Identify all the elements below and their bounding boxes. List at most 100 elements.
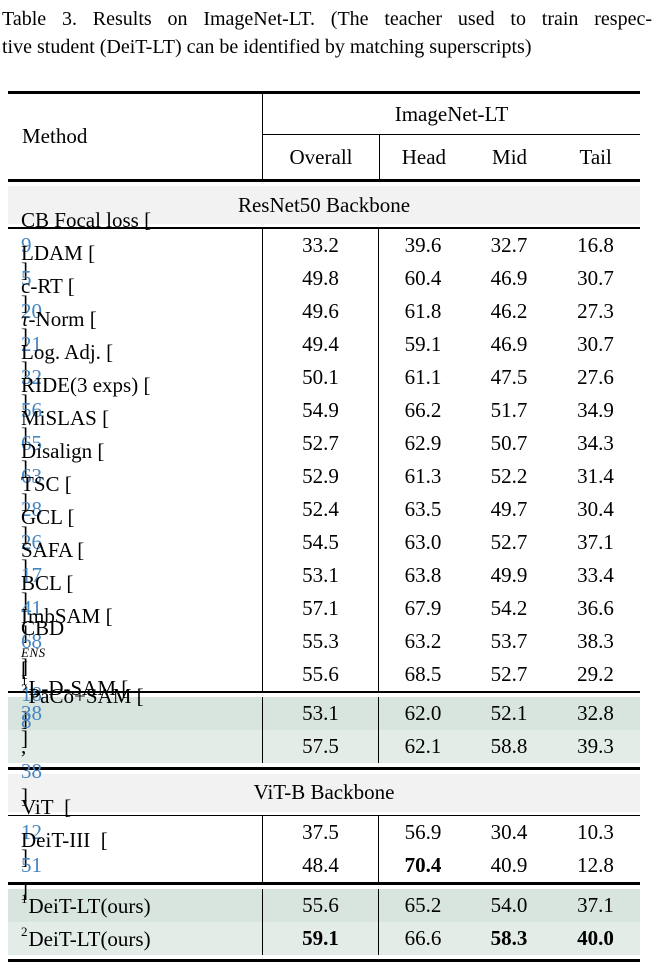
value-cell: 31.4 — [551, 460, 640, 493]
value-cell: 46.2 — [467, 295, 551, 328]
value-text: 10.3 — [577, 820, 614, 844]
value-cell: 52.7 — [262, 426, 378, 460]
section-rule — [8, 766, 640, 770]
citation-link[interactable]: 21 — [21, 331, 42, 356]
citation-link[interactable]: 28 — [21, 496, 42, 521]
results-table: Method ImageNet-LT Overall Head Mid Tail… — [8, 91, 640, 962]
value-text: 52.7 — [302, 430, 339, 455]
highlighted-row-group: 1L-D-SAM [38] 53.1 62.0 52.1 32.8 2PaCo+SAM [… — [8, 673, 640, 808]
table-row: Log. Adj. [32] 50.1 61.1 47.5 27.6 — [8, 340, 640, 414]
value-text: 51.7 — [490, 397, 528, 422]
method-label: LDAM [5] — [21, 240, 96, 315]
value-text: 39.3 — [577, 733, 614, 758]
value-text: 37.1 — [577, 529, 614, 554]
value-text: 50.1 — [302, 364, 339, 389]
value-cell: 59.1 — [262, 922, 378, 955]
value-text: 29.2 — [577, 661, 614, 686]
teacher-superscript: 2 — [21, 681, 28, 696]
value-text: 30.7 — [577, 331, 614, 356]
citation-link[interactable]: 20 — [21, 298, 42, 323]
method-cell: 2DeiT-LT(ours) — [8, 922, 262, 955]
citation-link[interactable]: 12 — [21, 820, 42, 844]
value-text: 61.3 — [404, 463, 442, 488]
value-cell: 33.2 — [262, 228, 378, 262]
row-group: ViT [12] 37.5 56.9 30.4 10.3 DeiT-III [51] 48.… — [8, 795, 640, 902]
value-text: 65.2 — [404, 893, 442, 917]
section-rule — [8, 882, 640, 885]
value-text: 58.8 — [490, 733, 528, 758]
value-text: 52.1 — [490, 700, 528, 725]
value-cell: 47.5 — [467, 361, 551, 394]
method-label: DeiT-III [51] — [21, 828, 108, 902]
method-cell: SAFA [17] — [8, 538, 262, 612]
method-label: ViT [12] — [21, 795, 72, 869]
value-text: 54.0 — [490, 893, 528, 917]
value-cell: 40.0 — [551, 922, 640, 955]
value-cell: 37.1 — [551, 889, 640, 922]
header-bottom-rule — [8, 179, 640, 182]
value-text: 57.1 — [302, 595, 339, 620]
citation-link[interactable]: 56 — [21, 397, 42, 422]
method-label: GCL [26] — [21, 504, 75, 579]
citation-link[interactable]: 41 — [21, 595, 42, 620]
value-cell: 61.3 — [378, 459, 467, 493]
table-caption: Table 3. Results on ImageNet-LT. (The te… — [0, 5, 654, 61]
table-row: RIDE(3 exps) [56] 54.9 66.2 51.7 34.9 — [8, 373, 640, 447]
citation-link[interactable]: 38 — [21, 701, 42, 725]
method-label: SAFA [17] — [21, 537, 85, 612]
col-header-head: Head — [379, 135, 468, 179]
method-subscript: ENS — [21, 645, 46, 660]
value-text: 63.2 — [404, 628, 442, 653]
value-cell: 57.5 — [262, 729, 378, 763]
value-text: 47.5 — [490, 364, 528, 389]
method-cell: CB Focal loss [9] — [8, 208, 262, 282]
citation-link[interactable]: 8 — [21, 709, 32, 733]
method-cell: 1DeiT-LT(ours) — [8, 889, 262, 922]
value-text: 61.1 — [404, 364, 442, 389]
method-label: Disalign [63] — [21, 438, 105, 513]
citation-link[interactable]: 38 — [21, 759, 42, 783]
row-group: CB Focal loss [9] 33.2 39.6 32.7 16.8 LDAM [5… — [8, 208, 640, 732]
citation-link[interactable]: 32 — [21, 364, 42, 389]
value-cell: 32.8 — [551, 697, 640, 730]
citation-link[interactable]: 63 — [21, 463, 42, 488]
value-cell: 37.1 — [551, 526, 640, 559]
citation-link[interactable]: 18 — [21, 682, 42, 706]
value-cell: 33.4 — [551, 559, 640, 592]
value-text: 59.1 — [404, 331, 442, 356]
section-rule — [8, 959, 640, 962]
teacher-superscript: 1 — [21, 890, 28, 906]
citation-link[interactable]: 5 — [21, 265, 32, 290]
value-text: 33.2 — [302, 232, 339, 257]
value-text: 48.4 — [302, 853, 339, 877]
value-cell: 62.1 — [378, 729, 467, 763]
col-header-overall: Overall — [289, 144, 353, 169]
method-label: CB Focal loss [9] — [21, 207, 152, 282]
citation-link[interactable]: 9 — [21, 232, 32, 257]
value-cell: 53.7 — [467, 625, 551, 658]
value-cell: 30.4 — [467, 816, 551, 849]
value-text: 49.9 — [490, 562, 528, 587]
value-text: 36.6 — [577, 595, 614, 620]
value-cell: 62.9 — [378, 426, 467, 460]
citation-link[interactable]: 17 — [21, 562, 42, 587]
value-cell: 49.9 — [467, 559, 551, 592]
value-cell: 46.9 — [467, 262, 551, 295]
value-text: 55.6 — [302, 661, 339, 686]
method-label: c-RT [20] — [21, 273, 75, 348]
value-text: 61.8 — [404, 298, 442, 323]
value-cell: 62.0 — [378, 696, 467, 730]
col-header-mid: Mid — [492, 144, 528, 169]
value-text: 32.7 — [490, 232, 528, 257]
citation-link[interactable]: 51 — [21, 853, 42, 877]
value-text: 53.1 — [302, 700, 339, 725]
value-cell: 50.7 — [467, 427, 551, 460]
value-cell: 52.1 — [467, 697, 551, 730]
citation-link[interactable]: 68 — [21, 628, 42, 653]
method-cell: MiSLAS [65] — [8, 406, 262, 480]
value-cell: 49.8 — [262, 261, 378, 295]
value-text: 49.8 — [302, 265, 339, 290]
value-text: 46.2 — [490, 298, 528, 323]
citation-link[interactable]: 65 — [21, 430, 42, 455]
citation-link[interactable]: 26 — [21, 529, 42, 554]
